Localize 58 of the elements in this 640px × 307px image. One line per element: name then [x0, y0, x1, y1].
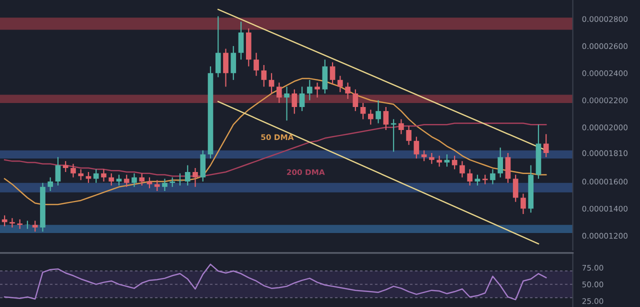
candlestick: [276, 82, 282, 104]
candlestick: [108, 172, 114, 186]
candlestick: [86, 171, 92, 184]
candlestick: [55, 156, 61, 186]
candlestick: [299, 86, 305, 112]
candlestick: [70, 163, 76, 178]
candlestick: [284, 86, 290, 122]
candlestick: [406, 125, 412, 146]
candlestick: [429, 152, 434, 164]
candlestick: [330, 62, 336, 85]
candlestick: [322, 59, 328, 94]
candlestick: [292, 88, 298, 114]
candlestick: [306, 79, 312, 101]
candlestick: [101, 168, 106, 182]
candlestick: [352, 88, 358, 112]
candlestick: [139, 172, 145, 186]
candlestick: [192, 167, 198, 188]
candlestick: [124, 174, 130, 188]
candlestick: [154, 180, 160, 192]
candlestick: [543, 134, 549, 158]
candlestick: [215, 16, 221, 78]
candlestick: [78, 168, 84, 181]
candlestick: [398, 118, 404, 135]
candlestick: [268, 72, 274, 94]
candlestick: [93, 168, 99, 184]
candlestick: [520, 193, 526, 215]
candlestick: [170, 176, 176, 188]
candlestick: [238, 21, 244, 60]
candlestick: [261, 64, 267, 88]
candlestick: [376, 100, 381, 124]
candlestick: [338, 75, 343, 93]
candlestick: [177, 172, 183, 186]
candlestick: [184, 164, 190, 186]
candlestick: [32, 220, 38, 232]
candlestick: [314, 82, 320, 98]
candlestick: [414, 136, 420, 160]
candlestick: [345, 82, 350, 100]
candlestick: [505, 152, 511, 184]
candlestick: [490, 168, 496, 185]
candlestick: [498, 147, 504, 178]
candlestick: [132, 172, 137, 188]
candlestick: [230, 45, 236, 80]
candlestick: [512, 174, 518, 202]
candlestick: [17, 218, 22, 230]
candlestick: [62, 160, 68, 173]
line-series: [4, 264, 547, 300]
candlestick: [223, 48, 228, 88]
candlestick: [383, 106, 389, 131]
candlestick: [254, 52, 259, 76]
candlestick: [360, 102, 366, 120]
candlestick: [48, 176, 54, 192]
candlestick: [436, 155, 442, 168]
candlestick: [10, 218, 15, 228]
candlestick: [368, 109, 374, 126]
candlestick: [200, 150, 206, 182]
candlestick: [162, 178, 168, 192]
candlestick: [460, 160, 465, 178]
candlestick: [467, 168, 473, 186]
